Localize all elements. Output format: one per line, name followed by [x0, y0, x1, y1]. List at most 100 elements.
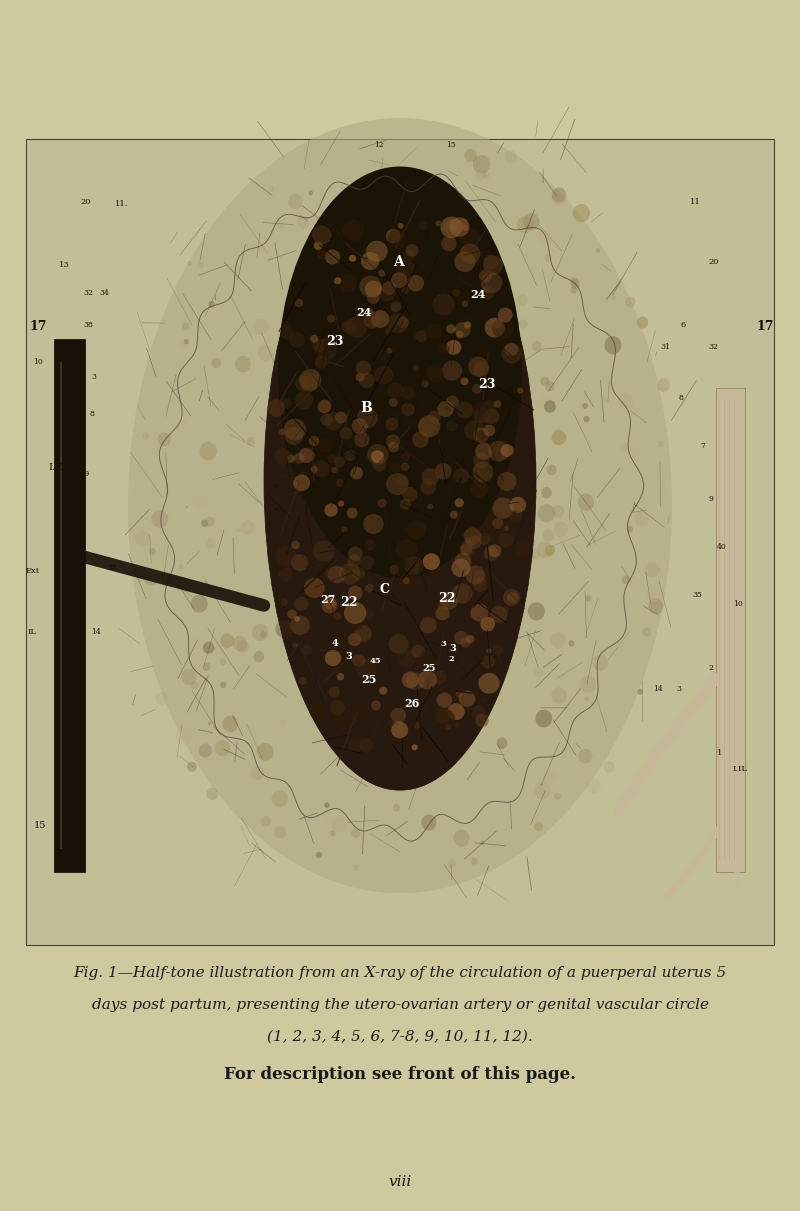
Text: 9: 9 [709, 494, 714, 503]
Ellipse shape [314, 241, 322, 249]
Ellipse shape [541, 377, 549, 385]
Text: 9: 9 [83, 470, 89, 478]
Ellipse shape [310, 334, 318, 343]
Ellipse shape [473, 578, 487, 592]
Ellipse shape [344, 602, 366, 624]
Ellipse shape [454, 498, 464, 507]
Ellipse shape [485, 317, 505, 338]
Text: 10: 10 [733, 599, 742, 608]
Ellipse shape [158, 432, 171, 447]
Ellipse shape [475, 713, 489, 728]
Ellipse shape [338, 500, 344, 506]
Ellipse shape [454, 322, 470, 338]
Ellipse shape [483, 254, 498, 269]
Ellipse shape [357, 662, 362, 668]
Text: 20: 20 [80, 197, 90, 206]
Ellipse shape [281, 327, 294, 339]
Ellipse shape [397, 608, 411, 622]
Ellipse shape [446, 340, 462, 355]
Ellipse shape [334, 457, 346, 467]
Ellipse shape [474, 362, 489, 377]
Ellipse shape [284, 419, 306, 441]
Ellipse shape [330, 700, 345, 716]
Ellipse shape [461, 378, 469, 385]
Ellipse shape [310, 702, 327, 721]
Ellipse shape [493, 318, 502, 328]
Ellipse shape [541, 487, 552, 499]
Ellipse shape [335, 412, 347, 424]
Ellipse shape [294, 475, 310, 492]
Ellipse shape [359, 276, 382, 298]
Ellipse shape [143, 569, 160, 586]
Text: 2: 2 [709, 664, 714, 672]
Ellipse shape [483, 425, 495, 436]
Ellipse shape [456, 331, 464, 338]
Ellipse shape [337, 673, 344, 681]
Ellipse shape [451, 558, 470, 578]
Ellipse shape [156, 691, 168, 705]
Ellipse shape [350, 466, 363, 480]
Ellipse shape [418, 220, 429, 230]
Ellipse shape [354, 432, 370, 447]
Ellipse shape [435, 708, 451, 724]
Ellipse shape [325, 650, 342, 666]
Ellipse shape [446, 325, 455, 333]
Ellipse shape [516, 294, 528, 306]
Ellipse shape [478, 533, 490, 545]
Text: 23: 23 [326, 335, 344, 349]
Ellipse shape [237, 527, 241, 532]
Ellipse shape [205, 517, 214, 527]
Ellipse shape [187, 260, 192, 265]
Ellipse shape [394, 653, 401, 660]
Ellipse shape [412, 431, 429, 448]
Text: 17: 17 [757, 320, 774, 333]
Ellipse shape [278, 222, 284, 228]
Ellipse shape [530, 549, 540, 559]
Ellipse shape [471, 705, 486, 719]
Ellipse shape [198, 262, 204, 268]
Ellipse shape [434, 708, 455, 730]
Ellipse shape [178, 564, 183, 569]
Ellipse shape [298, 425, 304, 432]
Text: 8: 8 [90, 409, 94, 418]
Ellipse shape [466, 566, 485, 585]
Ellipse shape [261, 816, 271, 827]
Bar [716, 388, 745, 872]
Ellipse shape [382, 281, 396, 295]
Ellipse shape [398, 317, 409, 328]
Ellipse shape [402, 487, 418, 501]
Text: 40: 40 [717, 543, 726, 551]
Ellipse shape [176, 727, 193, 745]
Ellipse shape [379, 687, 387, 695]
Ellipse shape [398, 573, 417, 591]
Ellipse shape [437, 693, 452, 707]
Ellipse shape [190, 682, 198, 690]
Ellipse shape [289, 332, 305, 348]
Ellipse shape [573, 203, 590, 222]
Text: 1: 1 [717, 748, 722, 757]
Ellipse shape [584, 696, 589, 701]
Ellipse shape [418, 670, 437, 689]
Ellipse shape [250, 767, 264, 780]
Ellipse shape [142, 432, 149, 440]
Ellipse shape [317, 248, 328, 259]
Bar [26, 139, 774, 945]
Ellipse shape [483, 256, 503, 275]
Ellipse shape [466, 635, 474, 643]
Ellipse shape [365, 584, 374, 592]
Ellipse shape [442, 222, 456, 235]
Ellipse shape [544, 253, 552, 262]
Ellipse shape [492, 317, 514, 339]
Ellipse shape [523, 213, 539, 230]
Ellipse shape [534, 667, 543, 677]
Ellipse shape [546, 770, 556, 781]
Ellipse shape [366, 241, 388, 262]
Ellipse shape [313, 540, 334, 562]
Ellipse shape [388, 230, 406, 248]
Ellipse shape [371, 701, 381, 711]
Ellipse shape [476, 524, 496, 544]
Ellipse shape [441, 217, 462, 239]
Ellipse shape [206, 538, 215, 549]
Text: 35: 35 [107, 563, 117, 572]
Ellipse shape [406, 418, 417, 429]
